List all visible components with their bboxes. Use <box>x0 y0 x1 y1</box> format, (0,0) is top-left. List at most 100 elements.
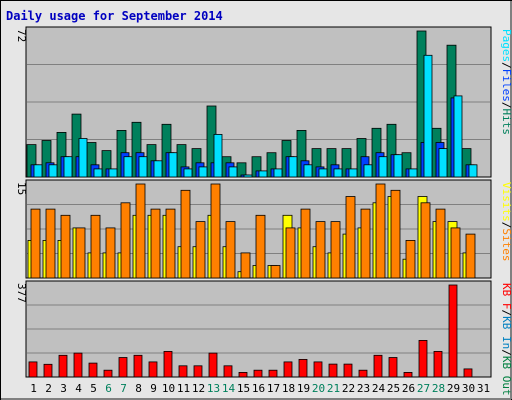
kbytes-kbf-bar <box>73 352 83 378</box>
visitors-sites-bar <box>300 208 311 279</box>
kbytes-kbf-bar <box>328 363 338 378</box>
visitors-ymax-label: 15 <box>15 182 28 195</box>
kbytes-kbf-bar <box>433 350 443 378</box>
requests-pages-bar <box>408 168 418 178</box>
kbytes-kbf-bar <box>223 365 233 378</box>
x-tick-label: 31 <box>477 382 490 395</box>
kbytes-kbf-bar <box>238 371 248 378</box>
visitors-sites-bar <box>180 189 191 279</box>
kbytes-kbf-bar <box>373 354 383 378</box>
x-tick-label: 25 <box>387 382 400 395</box>
x-tick-label: 5 <box>90 382 97 395</box>
kbytes-kbf-bar <box>283 361 293 378</box>
x-tick-label: 21 <box>327 382 340 395</box>
requests-pages-bar <box>33 164 43 178</box>
visitors-sites-bar <box>405 239 416 279</box>
requests-pages-bar <box>78 138 88 178</box>
requests-pages-bar <box>333 168 343 178</box>
visitors-sites-bar <box>465 233 476 279</box>
x-tick-label: 1 <box>30 382 37 395</box>
visitors-sites-bar <box>360 208 371 279</box>
visitors-sites-bar <box>150 208 161 279</box>
requests-legend: Pages/Files/Hits <box>500 29 512 135</box>
kbytes-kbf-bar <box>343 363 353 378</box>
kbytes-kbf-bar <box>178 365 188 378</box>
x-tick-label: 24 <box>372 382 386 395</box>
visitors-sites-bar <box>375 183 386 279</box>
requests-pages-bar <box>123 156 133 178</box>
kbytes-kbf-bar <box>88 362 98 378</box>
visitors-sites-bar <box>270 265 281 279</box>
requests-ymax-label: 72 <box>15 29 28 42</box>
requests-pages-bar <box>423 54 433 178</box>
kbytes-kbf-bar <box>118 357 128 378</box>
x-tick-label: 9 <box>150 382 157 395</box>
requests-pages-bar <box>393 154 403 178</box>
visitors-sites-bar <box>255 214 266 279</box>
requests-pages-bar <box>198 166 208 178</box>
visitors-sites-bar <box>285 227 296 279</box>
kbytes-kbf-bar <box>208 352 218 378</box>
visitors-sites-bar <box>195 221 206 279</box>
visitors-sites-bar <box>105 227 116 279</box>
visitors-panel: 15 Visits/Sites <box>15 179 512 279</box>
x-tick-label: 13 <box>207 382 220 395</box>
x-tick-label: 4 <box>75 382 82 395</box>
kbytes-kbf-bar <box>253 369 263 378</box>
x-tick-label: 22 <box>342 382 355 395</box>
visitors-sites-bar <box>60 214 71 279</box>
visitors-sites-bar <box>210 183 221 279</box>
visitors-sites-bar <box>240 252 251 279</box>
kbytes-legend: KB F/KB In/KB Out <box>500 283 512 396</box>
requests-pages-bar <box>213 133 223 178</box>
visitors-sites-bar <box>450 227 461 279</box>
x-tick-label: 3 <box>60 382 67 395</box>
visitors-sites-bar <box>390 189 401 279</box>
requests-pages-bar <box>258 170 268 178</box>
requests-pages-bar <box>243 174 253 178</box>
requests-panel: 72 Pages/Files/Hits <box>15 26 512 178</box>
chart-title: Daily usage for September 2014 <box>6 9 223 23</box>
visitors-sites-bar <box>315 221 326 279</box>
x-tick-label: 30 <box>462 382 475 395</box>
x-tick-label: 10 <box>162 382 175 395</box>
x-tick-label: 2 <box>45 382 52 395</box>
x-tick-label: 8 <box>135 382 142 395</box>
kbytes-kbf-bar <box>313 361 323 378</box>
requests-pages-bar <box>348 168 358 178</box>
requests-pages-bar <box>288 156 298 178</box>
kbytes-kbf-bar <box>298 358 308 378</box>
x-tick-label: 26 <box>402 382 415 395</box>
kbytes-kbf-bar <box>388 357 398 378</box>
requests-pages-bar <box>363 164 373 178</box>
visitors-sites-bar <box>120 202 131 279</box>
visitors-sites-bar <box>135 183 146 279</box>
x-tick-label: 23 <box>357 382 370 395</box>
kbytes-kbf-bar <box>463 368 473 378</box>
visitors-sites-bar <box>45 208 56 279</box>
x-tick-label: 27 <box>417 382 430 395</box>
requests-pages-bar <box>453 95 463 178</box>
kbytes-kbf-bar <box>418 339 428 378</box>
visitors-sites-bar <box>225 221 236 279</box>
requests-pages-bar <box>153 160 163 178</box>
requests-pages-bar <box>93 168 103 178</box>
requests-pages-bar <box>63 156 73 178</box>
x-tick-label: 20 <box>312 382 325 395</box>
x-tick-label: 14 <box>222 382 236 395</box>
requests-pages-bar <box>438 148 448 178</box>
requests-pages-bar <box>273 168 283 178</box>
requests-pages-bar <box>108 168 118 178</box>
kbytes-kbf-bar <box>28 361 38 378</box>
x-tick-label: 28 <box>432 382 445 395</box>
requests-pages-bar <box>468 164 478 178</box>
requests-pages-bar <box>303 164 313 178</box>
x-tick-label: 16 <box>252 382 265 395</box>
kbytes-kbf-bar <box>193 365 203 378</box>
visitors-sites-bar <box>75 227 86 279</box>
kbytes-kbf-bar <box>148 361 158 378</box>
requests-pages-bar <box>318 168 328 178</box>
visitors-sites-bar <box>90 214 101 279</box>
